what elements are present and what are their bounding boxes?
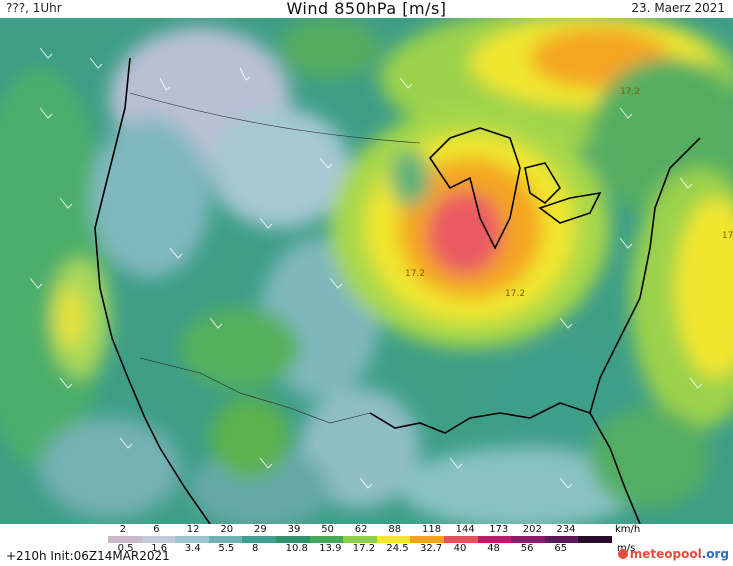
colorbar-segment <box>242 536 277 543</box>
ms-tick-label: 17.2 <box>352 543 376 554</box>
ms-tick-label: 48 <box>487 543 500 554</box>
kmh-tick-label: 234 <box>556 524 576 535</box>
wind-speed-field <box>0 18 733 524</box>
isotach-label: 17.2 <box>620 87 640 97</box>
ms-unit-label: m/s <box>617 543 636 554</box>
kmh-tick-label: 202 <box>522 524 542 535</box>
colorbar-segment <box>276 536 311 543</box>
wind-barbs <box>29 47 703 489</box>
meteopool-logo[interactable]: meteopool.org <box>617 547 729 561</box>
kmh-tick-label: 118 <box>422 524 442 535</box>
valid-time-label: ???, 1Uhr <box>6 1 62 15</box>
kmh-tick-label: 144 <box>455 524 475 535</box>
ms-tick-label: 13.9 <box>319 543 342 554</box>
colorbar-segment <box>477 536 512 543</box>
init-time-label: +210h Init:06Z14MAR2021 <box>6 549 170 563</box>
colorbar-segment <box>343 536 378 543</box>
logo-dot-icon <box>617 549 628 559</box>
kmh-tick-label: 50 <box>321 524 334 535</box>
colorbar-segment <box>376 536 411 543</box>
legend-footer <box>0 524 733 566</box>
ms-tick-label: 65 <box>554 543 568 554</box>
kmh-tick-label: 2 <box>119 524 126 535</box>
kmh-unit-label: km/h <box>615 524 641 535</box>
kmh-tick-label: 12 <box>186 524 200 535</box>
colorbar-segment <box>410 536 445 543</box>
ms-tick-label: 40 <box>453 543 467 554</box>
political-borders <box>129 92 421 424</box>
ms-tick-label: 1.6 <box>151 543 168 554</box>
ms-tick-label: 8 <box>252 543 259 554</box>
isotach-label: 17.2 <box>505 289 525 299</box>
isotach-labels: 17.2 17.2 17.2 17.2 <box>405 87 733 299</box>
ms-tick-label: 3.4 <box>184 543 201 554</box>
colorbar-segment <box>108 536 143 543</box>
colorbar-segment <box>309 536 344 543</box>
ms-tick-label: 32.7 <box>420 543 443 554</box>
colorbar-segment <box>578 536 613 543</box>
ms-tick-label: 5.5 <box>218 543 235 554</box>
date-label: 23. Maerz 2021 <box>631 1 725 15</box>
colorbar-segment <box>141 536 176 543</box>
colorbar-segment <box>544 536 579 543</box>
coastlines <box>94 57 701 524</box>
colorbar-segment <box>444 536 479 543</box>
kmh-tick-label: 29 <box>254 524 267 535</box>
isotach-label: 17.2 <box>722 231 733 241</box>
ms-tick-label: 24.5 <box>386 543 409 554</box>
header-bar: ???, 1Uhr Wind 850hPa [m/s] 23. Maerz 20… <box>0 0 733 18</box>
colorbar-segment <box>175 536 210 543</box>
wind-map-svg: 17.2 17.2 17.2 17.2 <box>0 18 733 524</box>
isotach-label: 17.2 <box>405 269 425 279</box>
colorbar-segment <box>511 536 546 543</box>
wind-map: 17.2 17.2 17.2 17.2 <box>0 18 733 524</box>
kmh-tick-label: 173 <box>489 524 509 535</box>
kmh-tick-label: 88 <box>388 524 402 535</box>
colorbar-segment <box>208 536 243 543</box>
ms-tick-label: 10.8 <box>285 543 308 554</box>
kmh-tick-label: 6 <box>153 524 160 535</box>
ms-tick-label: 56 <box>520 543 534 554</box>
kmh-tick-label: 39 <box>287 524 301 535</box>
chart-title: Wind 850hPa [m/s] <box>286 0 447 18</box>
kmh-tick-label: 62 <box>354 524 368 535</box>
kmh-tick-label: 20 <box>220 524 234 535</box>
ms-tick-label: 0.5 <box>117 543 134 554</box>
